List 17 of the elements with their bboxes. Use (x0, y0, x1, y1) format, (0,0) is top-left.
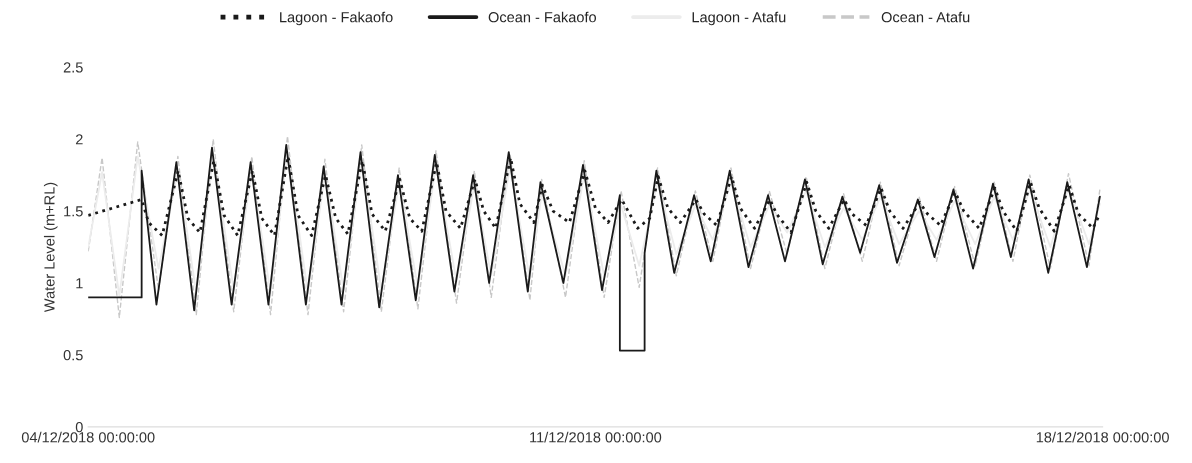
legend-label: Ocean - Fakaofo (488, 11, 597, 23)
line-series (88, 135, 1101, 319)
legend-label: Lagoon - Atafu (692, 11, 786, 26)
y-tick-label: 2 (75, 134, 83, 145)
x-tick-label: 04/12/2018 00:00:00 (21, 431, 155, 443)
x-tick-label: 18/12/2018 00:00:00 (1036, 431, 1169, 443)
y-tick-label: 2.5 (63, 62, 83, 73)
y-tick-label: 1.5 (64, 206, 83, 217)
line-series (88, 149, 1101, 297)
y-tick-label: 0.5 (63, 350, 83, 361)
legend-label: Ocean - Atafu (881, 11, 970, 23)
legend-label: Lagoon - Fakaofo (280, 11, 393, 26)
x-tick-label: 11/12/2018 00:00:00 (530, 431, 662, 443)
y-tick-label: 1 (76, 278, 83, 289)
y-axis-title: Water Level (m+RL) (43, 182, 58, 313)
line-series (88, 143, 1101, 352)
y-tick-label: 0 (75, 421, 83, 433)
